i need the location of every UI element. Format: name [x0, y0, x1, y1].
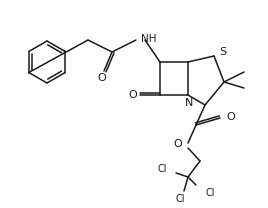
Text: O: O	[129, 90, 137, 100]
Text: O: O	[173, 139, 182, 149]
Text: Cl: Cl	[206, 188, 215, 198]
Text: N: N	[185, 98, 193, 108]
Text: O: O	[226, 112, 235, 122]
Text: Cl: Cl	[158, 164, 167, 174]
Text: O: O	[98, 73, 106, 83]
Text: S: S	[219, 47, 226, 57]
Text: NH: NH	[141, 34, 157, 44]
Text: Cl: Cl	[175, 194, 185, 204]
